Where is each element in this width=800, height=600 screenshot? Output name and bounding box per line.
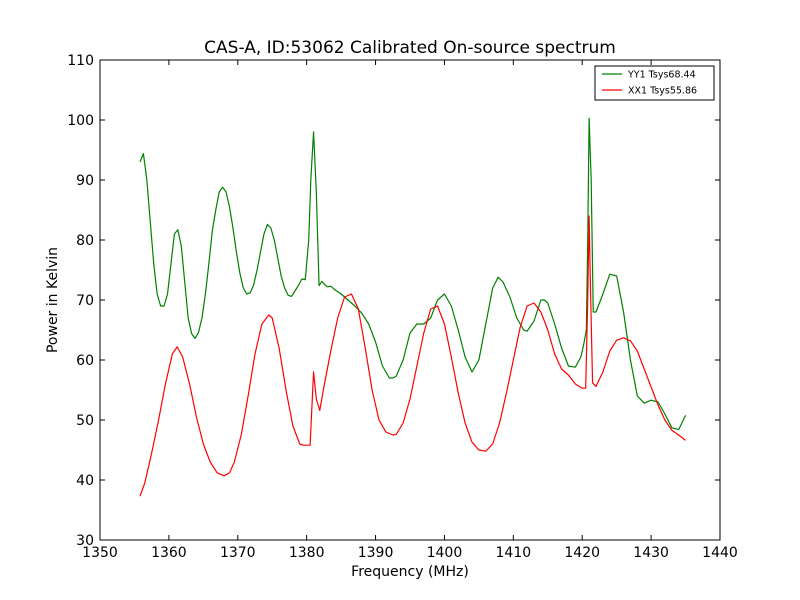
x-tick-label: 1370 <box>220 545 256 561</box>
y-tick-label: 80 <box>76 233 94 249</box>
chart-title: CAS-A, ID:53062 Calibrated On-source spe… <box>204 38 616 58</box>
legend-label-yy1: YY1 Tsys68.44 <box>627 70 696 81</box>
x-tick-label: 1390 <box>358 545 394 561</box>
y-tick-label: 60 <box>76 353 94 369</box>
y-tick-label: 50 <box>76 413 94 429</box>
series-line-yy1 <box>139 117 687 431</box>
x-tick-label: 1400 <box>427 545 463 561</box>
series-line-xx1 <box>139 215 686 497</box>
legend-label-xx1: XX1 Tsys55.86 <box>628 86 697 97</box>
y-axis-title: Power in Kelvin <box>45 247 61 353</box>
y-tick-label: 90 <box>76 173 94 189</box>
plot-area <box>100 60 720 540</box>
x-tick-label: 1410 <box>496 545 532 561</box>
x-axis-title: Frequency (MHz) <box>351 564 469 580</box>
x-tick-label: 1430 <box>633 545 669 561</box>
y-tick-label: 30 <box>76 533 94 549</box>
x-tick-label: 1360 <box>151 545 187 561</box>
y-tick-label: 100 <box>67 113 94 129</box>
x-tick-label: 1350 <box>82 545 118 561</box>
y-tick-label: 70 <box>76 293 94 309</box>
y-tick-label: 40 <box>76 473 94 489</box>
legend: YY1 Tsys68.44 XX1 Tsys55.86 <box>594 65 715 101</box>
x-tick-label: 1380 <box>289 545 325 561</box>
x-tick-label: 1440 <box>702 545 738 561</box>
y-tick-label: 110 <box>67 53 94 69</box>
plot-frame <box>99 59 721 541</box>
tick-labels: 1350 1360 1370 1380 1390 1400 1410 1420 1430 1440… <box>67 53 738 561</box>
legend-box <box>594 65 715 101</box>
series-layer <box>139 117 687 497</box>
x-tick-label: 1420 <box>564 545 600 561</box>
